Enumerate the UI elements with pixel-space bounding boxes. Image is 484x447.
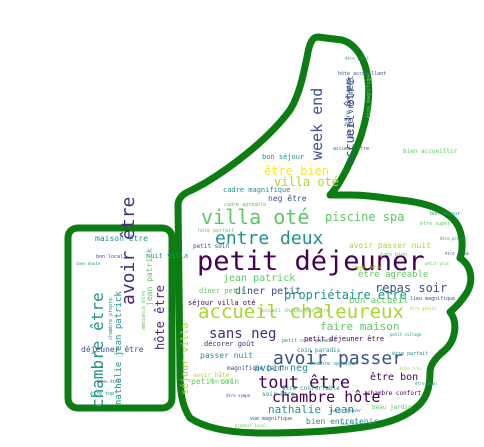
word-cloud-term: être confortable (282, 385, 340, 392)
word-cloud-term: déjeuner être (81, 344, 144, 354)
word-cloud-term: soir être (262, 391, 295, 398)
word-cloud-term: lieu magnifique (410, 296, 455, 302)
word-cloud-term: bien entretenir (306, 417, 378, 426)
word-cloud-term: avoir passer (273, 348, 403, 369)
word-cloud-term: cadre agréable (224, 201, 266, 208)
word-cloud-term: sans neg (209, 326, 276, 342)
word-cloud-term: être magnifique (365, 73, 372, 118)
word-cloud-term: lieu être (340, 421, 362, 426)
word-cloud-term: hôte accueillant (338, 70, 386, 77)
word-cloud-term: séjour villa oté (188, 299, 255, 307)
word-cloud-term: cadre magnifique (223, 186, 290, 194)
word-cloud-term: petit village (390, 332, 422, 337)
word-cloud-term: sans doute (76, 261, 101, 266)
word-cloud-term: faire maison (320, 320, 399, 333)
word-cloud-term: tout être (258, 373, 350, 393)
word-cloud-term: chambre spacieux (309, 361, 357, 367)
word-cloud-term: coin paradis (297, 347, 341, 354)
word-cloud-term: accueil chaleureux être (260, 307, 329, 314)
word-cloud-term: avoir trouver (330, 408, 362, 413)
word-cloud-term: avoir passer nuit (349, 241, 431, 250)
word-cloud-term: chambre propre (108, 298, 114, 340)
word-cloud-term: bon séjour (430, 210, 460, 217)
word-cloud-term: avoir neg (254, 363, 308, 374)
cuff-outline (64, 224, 176, 412)
word-cloud-term: magnifique jardin (227, 365, 289, 372)
word-cloud-term: hôte parfait (198, 227, 234, 234)
word-cloud-term: être calme (445, 251, 470, 256)
word-cloud-term: être bien (264, 164, 329, 178)
word-cloud-term: être propre (440, 236, 467, 241)
word-cloud-term: repas soir (375, 281, 447, 295)
word-cloud-term: hôte très (400, 366, 422, 371)
word-cloud-term: avoir hâte (193, 372, 230, 379)
word-cloud-term: jean patrick (145, 248, 154, 306)
word-cloud-term: petit coin paradis (282, 338, 336, 344)
word-cloud-term: piscine spa (325, 210, 404, 224)
word-cloud-term: repas être (352, 264, 382, 271)
word-cloud-term: propriétaire être (284, 288, 407, 302)
word-cloud-words: petit déjeuner accueil chaleureux villa ot… (76, 56, 470, 428)
word-cloud-term: produit local (235, 423, 267, 428)
word-cloud-term: être super (420, 220, 450, 227)
word-cloud-term: dîner petit (199, 287, 245, 295)
word-cloud-term: petit déjeuner être (304, 335, 384, 343)
word-cloud-term: être idéal (345, 56, 370, 61)
word-cloud-term: week end (308, 88, 326, 160)
word-cloud-term: passer nuit (200, 351, 253, 360)
word-cloud-term: accueil chaleureux (198, 301, 404, 323)
word-cloud-term: dîner petit (235, 285, 301, 297)
word-cloud-term: être sympa (226, 393, 251, 398)
word-cloud-term: être parfait (392, 350, 428, 357)
word-cloud-term: séjour villa (179, 323, 191, 395)
word-cloud-term: petit déjeuner (197, 246, 425, 277)
word-cloud-term: avoir être (118, 197, 139, 305)
word-cloud-term: neg être (268, 193, 307, 203)
word-cloud-term: entre deux (215, 228, 324, 249)
word-cloud-term: très bien (380, 251, 407, 258)
word-cloud-term: chambre être (88, 292, 107, 408)
word-cloud-term: maison être (95, 233, 148, 243)
word-cloud-term: vue magnifique (250, 416, 292, 422)
word-cloud-term: villa oté (201, 205, 309, 229)
thumbs-up-outline (64, 33, 475, 437)
word-cloud-term: être toujours (345, 78, 352, 125)
word-cloud-term: être beau (415, 381, 437, 386)
word-cloud-term: bon local (96, 254, 123, 260)
thumb-hand-outline (174, 33, 475, 437)
word-cloud-term: ambiance être (140, 291, 147, 330)
word-cloud-term: bien être (98, 379, 120, 384)
word-cloud-term: bien accueillir (403, 148, 458, 155)
word-cloud-term: petit soin (193, 243, 230, 250)
word-cloud-term: villa oté (274, 175, 339, 189)
word-cloud-term: chambre hôte (272, 388, 380, 406)
word-cloud-term: petit coin (191, 377, 239, 386)
word-cloud-term: accueil être (333, 145, 369, 152)
word-cloud-term: être bon (370, 371, 418, 383)
word-cloud-term: chambre confort (367, 390, 422, 397)
word-cloud-term: hôte être (153, 285, 167, 350)
word-cloud-term: bon accueil (349, 296, 409, 306)
word-cloud-term: nuit villa (146, 252, 188, 260)
word-cloud-term: être vraiment (345, 75, 355, 138)
word-cloud-term: nathalie jean patrick (114, 291, 124, 405)
word-cloud-term: petit plus (425, 261, 450, 266)
word-cloud-term: décorer goût (204, 340, 255, 348)
word-cloud-term: jean patrick (223, 273, 295, 284)
word-cloud-term: accueil être (343, 78, 357, 165)
word-cloud-term: bon séjour (262, 153, 304, 161)
word-cloud-term: être top (90, 390, 114, 397)
word-cloud-term: bon goût (210, 378, 234, 385)
word-cloud-term: être génial (410, 306, 437, 311)
word-cloud-term: être agréable (358, 269, 428, 280)
word-cloud-term: beau jardin (372, 404, 412, 411)
word-cloud-term: nathalie jean (268, 403, 354, 416)
